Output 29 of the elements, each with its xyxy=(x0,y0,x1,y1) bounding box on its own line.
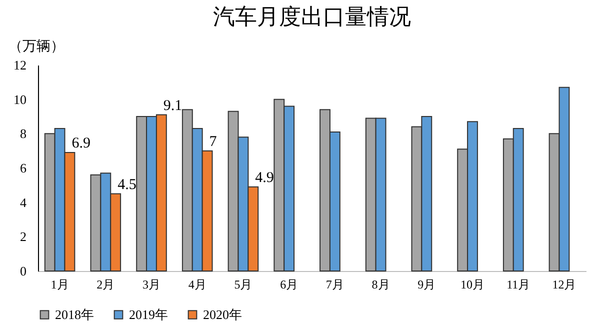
y-tick-label: 6 xyxy=(20,160,27,176)
x-tick-label: 5月 xyxy=(234,278,252,292)
x-tick-label: 6月 xyxy=(280,278,298,292)
data-label: 4.5 xyxy=(118,176,136,193)
y-tick-label: 8 xyxy=(20,126,26,142)
data-label: 6.9 xyxy=(72,136,90,152)
x-tick-label: 3月 xyxy=(142,278,160,292)
y-tick-label: 10 xyxy=(14,92,26,107)
y-tick-label: 2 xyxy=(20,229,26,244)
y-axis-title: （万辆） xyxy=(8,38,64,54)
y-tick-label: 0 xyxy=(20,264,26,278)
data-label: 7 xyxy=(209,134,218,150)
chart-title: 汽车月度出口量情况 xyxy=(213,4,411,29)
legend-label: 2018年 xyxy=(55,306,94,322)
x-tick-label: 2月 xyxy=(96,278,115,292)
legend-label: 2020年 xyxy=(203,306,242,322)
data-label: 9.1 xyxy=(163,98,182,114)
data-label: 4.9 xyxy=(255,170,274,186)
x-tick-label: 12月 xyxy=(552,278,576,292)
x-tick-label: 9月 xyxy=(418,278,436,292)
y-tick-label: 4 xyxy=(20,194,27,210)
x-tick-label: 4月 xyxy=(188,278,206,292)
x-tick-label: 11月 xyxy=(506,278,530,292)
x-tick-label: 7月 xyxy=(326,278,344,292)
x-tick-label: 10月 xyxy=(460,278,484,292)
x-tick-label: 8月 xyxy=(372,278,390,292)
y-tick-label: 12 xyxy=(14,58,26,72)
x-tick-label: 1月 xyxy=(50,278,69,292)
legend-label: 2019年 xyxy=(129,306,168,322)
